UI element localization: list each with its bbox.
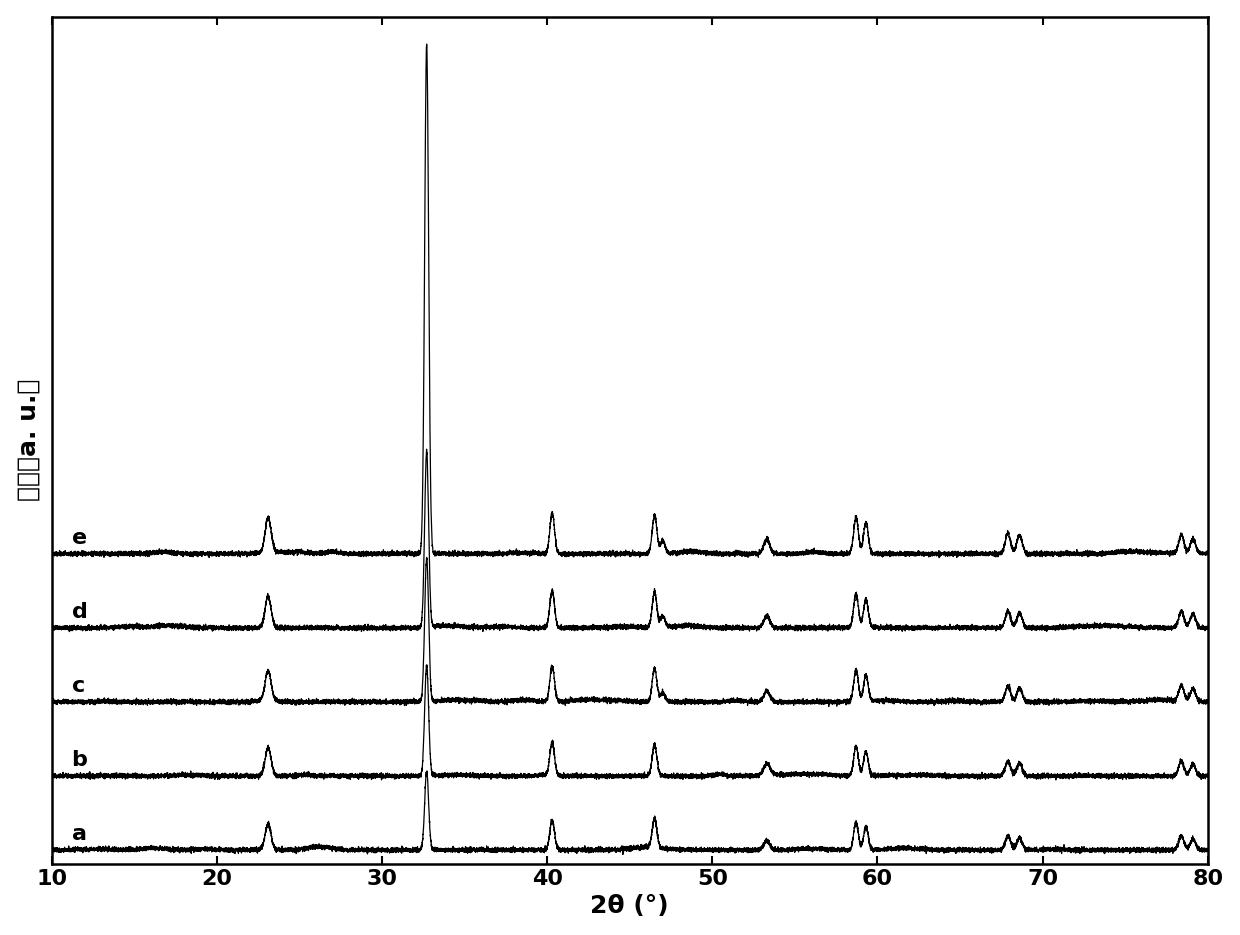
Text: c: c — [72, 676, 84, 697]
Y-axis label: 强度（a. u.）: 强度（a. u.） — [16, 379, 41, 501]
Text: b: b — [72, 751, 88, 770]
X-axis label: 2θ (°): 2θ (°) — [590, 895, 670, 918]
Text: e: e — [72, 528, 87, 548]
Text: d: d — [72, 602, 88, 622]
Text: a: a — [72, 825, 87, 844]
